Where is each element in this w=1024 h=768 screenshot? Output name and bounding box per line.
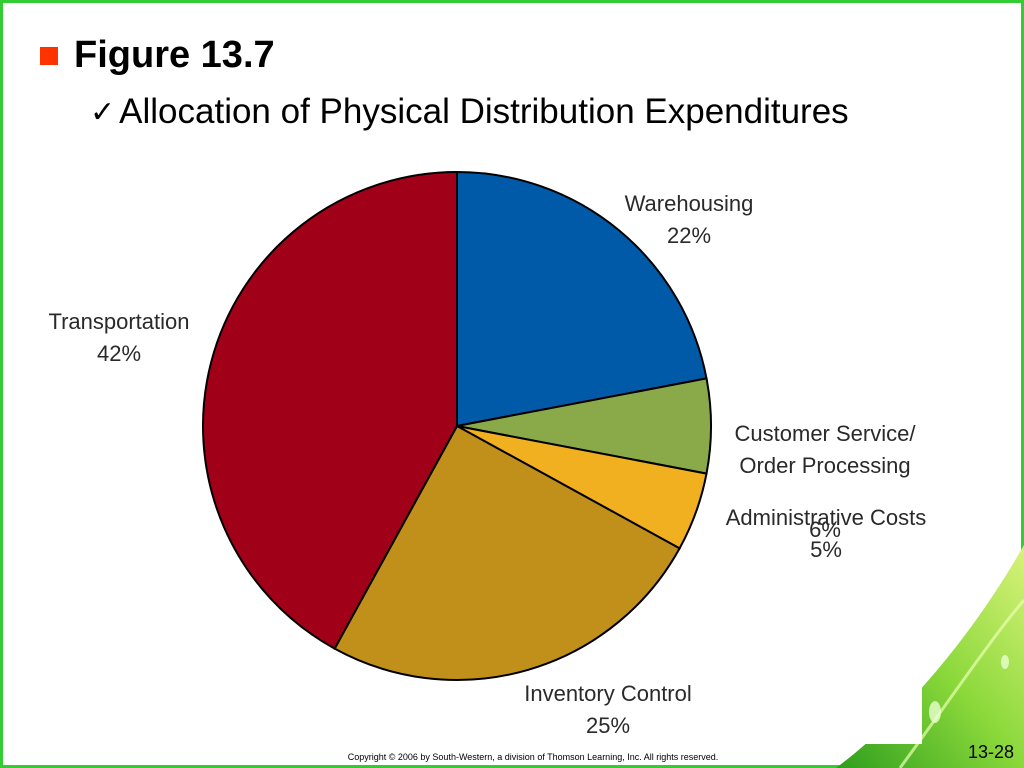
label-inventory-control: Inventory Control 25% [508,678,708,742]
label-warehousing: Warehousing 22% [614,188,764,252]
label-customer-service-name: Customer Service/ Order Processing [734,421,916,478]
label-warehousing-value: 22% [666,223,712,248]
label-transportation-value: 42% [96,341,142,366]
pie-slice-warehousing [456,170,708,428]
label-administrative-costs-value: 5% [810,537,842,562]
label-administrative-costs: Administrative Costs 5% [716,502,936,566]
pie-slice-inventory-control [333,424,681,681]
label-customer-service: Customer Service/ Order Processing 6% [720,386,930,578]
label-transportation: Transportation 42% [42,306,196,370]
square-bullet-icon [40,46,58,65]
label-transportation-name: Transportation [48,309,190,334]
pie-chart-panel: Warehousing 22% Customer Service/ Order … [48,170,926,744]
checkmark-icon: ✓ [90,95,116,129]
pie-slice-transportation [202,170,458,650]
page-number: 13-28 [967,742,1014,762]
subtitle-row: ✓ Allocation of Physical Distribution Ex… [90,92,849,132]
label-administrative-costs-name: Administrative Costs [725,505,927,530]
copyright-notice: Copyright © 2006 by South-Western, a div… [347,752,719,762]
slide-subtitle: Allocation of Physical Distribution Expe… [119,92,849,131]
title-bullet-row: Figure 13.7 [40,34,275,77]
slide-title: Figure 13.7 [74,34,275,76]
label-warehousing-name: Warehousing [624,191,754,216]
label-inventory-control-value: 25% [585,713,631,738]
pie-chart [202,170,712,681]
label-inventory-control-name: Inventory Control [524,681,692,706]
label-customer-service-value: 6% [809,517,841,542]
